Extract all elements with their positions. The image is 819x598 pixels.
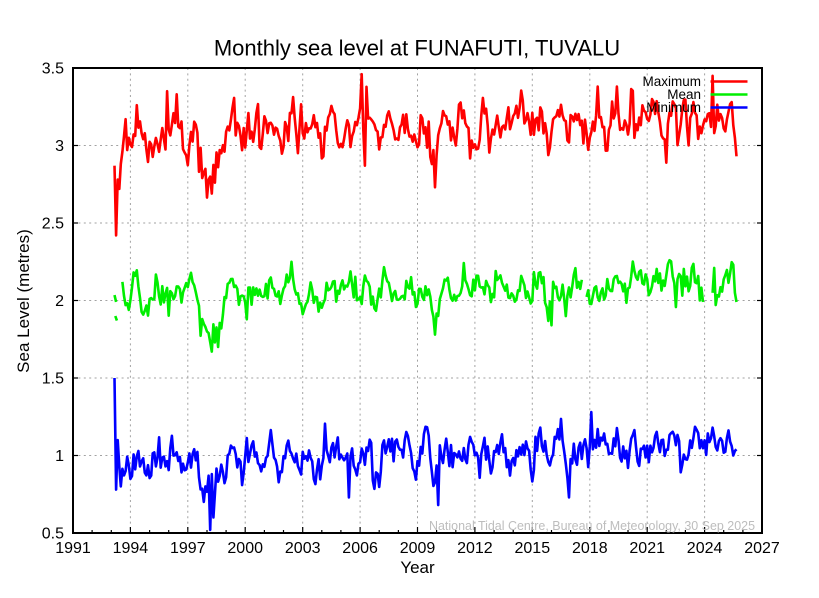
svg-text:2024: 2024	[687, 540, 723, 557]
svg-text:2027: 2027	[744, 540, 780, 557]
svg-text:2006: 2006	[342, 540, 378, 557]
svg-text:Year: Year	[400, 558, 435, 577]
svg-text:1991: 1991	[55, 540, 91, 557]
svg-text:1: 1	[55, 448, 64, 465]
svg-text:Monthly sea level at FUNAFUTI,: Monthly sea level at FUNAFUTI, TUVALU	[214, 36, 620, 61]
svg-text:Maximum: Maximum	[642, 74, 701, 89]
svg-text:Mean: Mean	[667, 87, 701, 102]
svg-text:3.5: 3.5	[42, 60, 64, 77]
svg-text:Sea Level (metres): Sea Level (metres)	[14, 229, 33, 373]
svg-text:2012: 2012	[457, 540, 493, 557]
svg-text:2: 2	[55, 293, 64, 310]
svg-text:2018: 2018	[572, 540, 608, 557]
svg-text:2.5: 2.5	[42, 215, 64, 232]
svg-text:Minimum: Minimum	[646, 100, 701, 115]
svg-text:2003: 2003	[285, 540, 321, 557]
svg-text:2015: 2015	[515, 540, 551, 557]
svg-text:National Tidal Centre, Bureau: National Tidal Centre, Bureau of Meteoro…	[429, 518, 755, 533]
svg-text:0.5: 0.5	[42, 525, 64, 542]
svg-text:1.5: 1.5	[42, 370, 64, 387]
svg-text:1997: 1997	[170, 540, 206, 557]
svg-text:2021: 2021	[629, 540, 665, 557]
svg-text:2000: 2000	[227, 540, 263, 557]
svg-text:1994: 1994	[113, 540, 149, 557]
svg-text:2009: 2009	[400, 540, 436, 557]
svg-text:3: 3	[55, 138, 64, 155]
